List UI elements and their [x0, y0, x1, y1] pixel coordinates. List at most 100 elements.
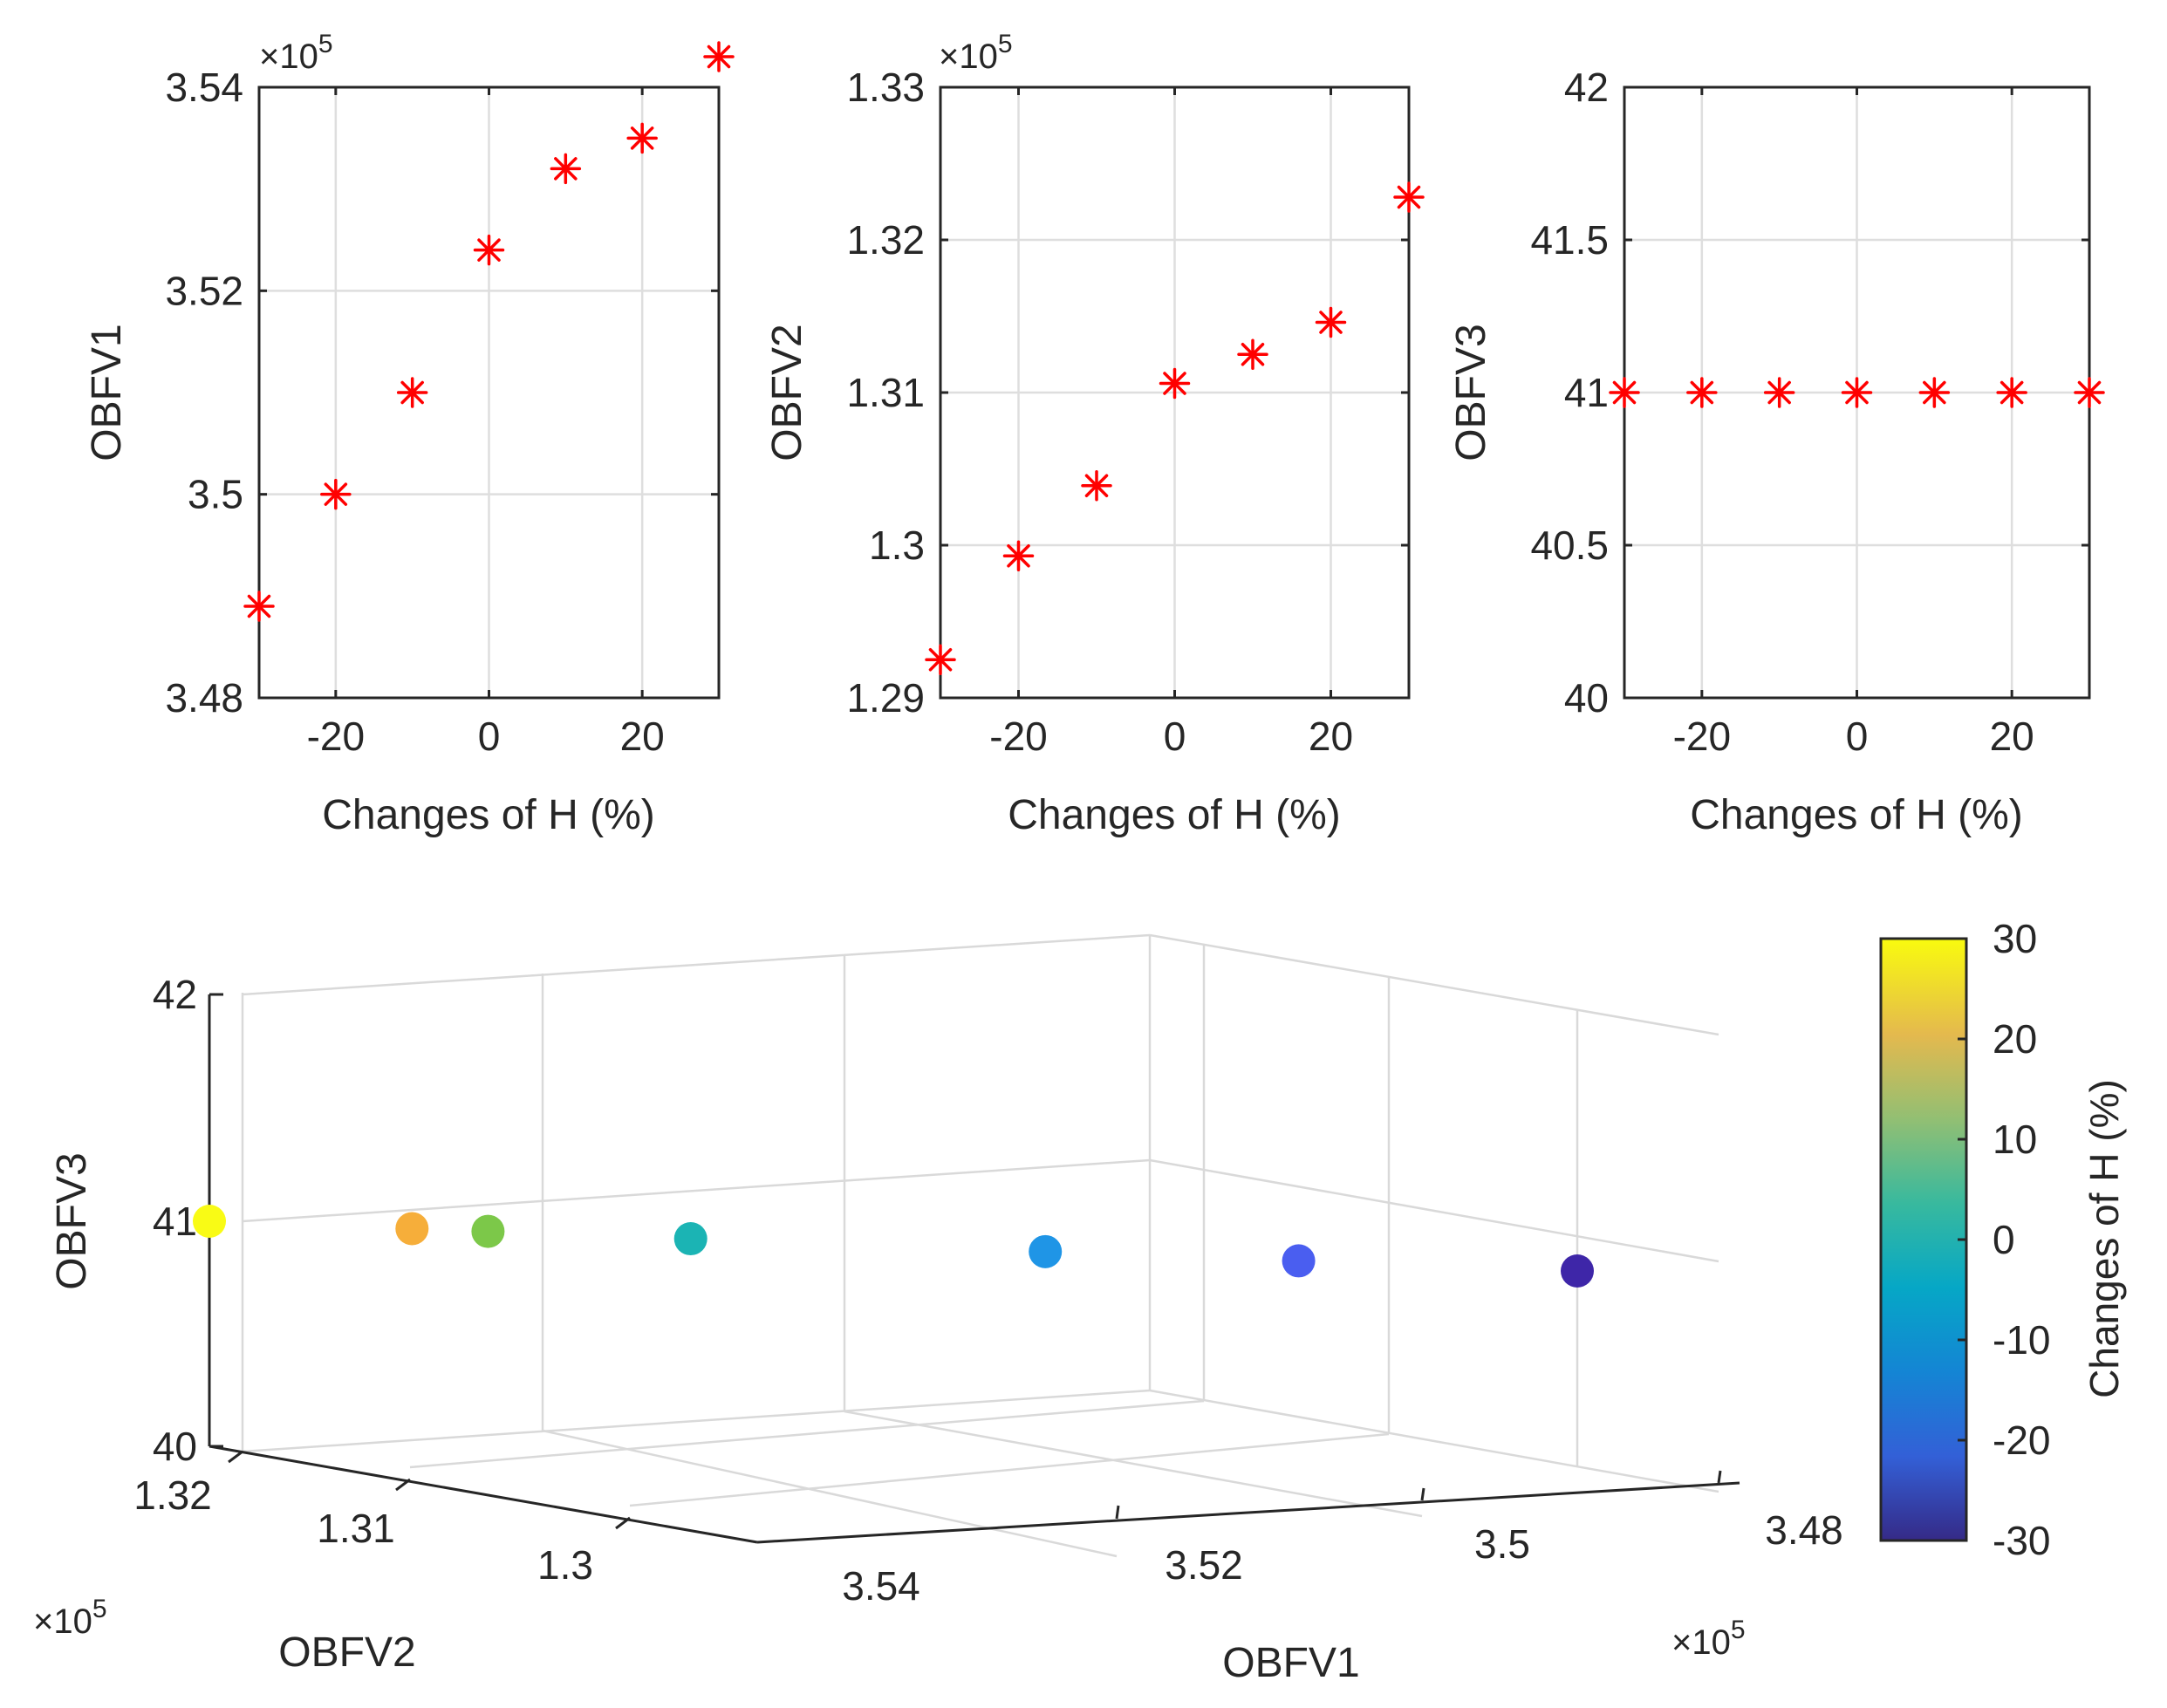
data-points-obfv1 — [243, 41, 735, 622]
data-point-3d — [193, 1205, 226, 1238]
colorbar-gradient — [1879, 937, 1968, 1542]
y-tick-label: 1.31 — [317, 1506, 395, 1551]
x-tick-label: -20 — [307, 714, 365, 759]
y-tick-label: 41.5 — [1530, 217, 1609, 263]
x-tick-label: 0 — [1846, 714, 1869, 759]
data-point-star — [925, 644, 956, 675]
y-tick-label: 1.32 — [846, 217, 925, 263]
data-point-star — [243, 591, 275, 622]
data-point-3d — [471, 1214, 505, 1248]
x-axis-label-obfv1: Changes of H (%) — [322, 792, 655, 838]
y-tick-label: 3.52 — [165, 268, 243, 313]
x-tick-labels-obfv3: -20 0 20 — [1673, 714, 2034, 759]
subplot-obfv2: 1.29 1.3 1.31 1.32 1.33 -20 0 20 ×105 Changes … — [764, 30, 1425, 838]
x-tick-labels-obfv2: -20 0 20 — [989, 714, 1353, 759]
data-point-star — [1763, 377, 1795, 408]
x-tick-label: 20 — [1309, 714, 1353, 759]
y-axis-label-obfv1: OBFV1 — [84, 324, 130, 461]
z-tick-label: 40 — [153, 1424, 197, 1469]
y-tick-label: 1.3 — [869, 523, 925, 568]
x-tick-label: 3.52 — [1165, 1542, 1243, 1588]
data-point-star — [1002, 540, 1035, 571]
y-axis-label-obfv3: OBFV3 — [1448, 324, 1494, 461]
z-tick-label: 41 — [153, 1199, 197, 1244]
data-point-star — [1393, 181, 1425, 213]
y-tick-label: 1.3 — [537, 1542, 593, 1588]
colorbar-label: Changes of H (%) — [2082, 1079, 2127, 1398]
colorbar: 30 20 10 0 -10 -20 -30 Changes of H (%) — [1879, 916, 2127, 1563]
x-axis-label-obfv2: Changes of H (%) — [1008, 792, 1341, 838]
subplot-obfv1: 3.48 3.5 3.52 3.54 -20 0 20 ×105 Changes of H… — [84, 30, 735, 838]
colorbar-ticks: 30 20 10 0 -10 -20 -30 — [1958, 916, 2050, 1563]
y-tick-label: 1.31 — [846, 370, 925, 415]
data-point-star — [320, 478, 352, 510]
y-tick-labels-obfv2: 1.29 1.3 1.31 1.32 1.33 — [846, 65, 925, 721]
colorbar-tick-label: -20 — [1993, 1418, 2050, 1463]
y-tick-label: 3.5 — [188, 472, 243, 517]
z-tick-label: 42 — [153, 972, 197, 1017]
x-tick-labels-obfv1: -20 0 20 — [307, 714, 665, 759]
y-tick-label: 42 — [1564, 65, 1609, 110]
data-point-3d — [395, 1212, 429, 1246]
y-exponent-obfv2: ×105 — [939, 30, 1013, 76]
y-tick-label: 40 — [1564, 675, 1609, 721]
data-point-3d — [1029, 1234, 1063, 1268]
x-tick-label: 3.5 — [1474, 1521, 1530, 1567]
axes-box-obfv2 — [939, 85, 1411, 700]
colorbar-tick-label: 0 — [1993, 1217, 2015, 1262]
axes-box-obfv1 — [257, 85, 721, 700]
data-point-star — [2074, 377, 2105, 408]
data-point-star — [1237, 338, 1268, 370]
subplot-3d: 42 41 40 1.32 1.31 1.3 3.54 3.52 3.5 3.4… — [33, 916, 2127, 1686]
data-point-star — [703, 41, 735, 72]
x-tick-label: 0 — [1164, 714, 1186, 759]
data-point-3d — [1561, 1254, 1594, 1288]
x-tick-labels-3d: 3.54 3.52 3.5 3.48 — [842, 1507, 1843, 1609]
axes-3d — [208, 993, 1740, 1544]
y-exponent-3d: ×105 — [33, 1595, 107, 1641]
colorbar-tick-label: -30 — [1993, 1518, 2050, 1563]
data-point-star — [1996, 377, 2027, 408]
x-tick-label: 0 — [478, 714, 501, 759]
data-point-star — [1841, 377, 1873, 408]
data-point-3d — [673, 1222, 708, 1256]
data-point-star — [1918, 377, 1951, 408]
colorbar-tick-label: 20 — [1993, 1016, 2037, 1062]
x-exponent-3d: ×105 — [1671, 1616, 1746, 1662]
data-point-star — [626, 122, 658, 154]
data-point-star — [396, 377, 428, 408]
grid-obfv1 — [259, 85, 719, 700]
x-tick-label: 3.54 — [842, 1563, 920, 1609]
x-tick-label: 20 — [620, 714, 665, 759]
y-tick-labels-obfv3: 40 40.5 41 41.5 42 — [1530, 65, 1609, 721]
y-tick-labels-obfv1: 3.48 3.5 3.52 3.54 — [165, 65, 243, 721]
y-tick-label: 1.33 — [846, 65, 925, 110]
y-tick-label: 3.54 — [165, 65, 243, 110]
z-tick-labels-3d: 42 41 40 — [153, 972, 197, 1469]
grid-3d — [241, 933, 1719, 1558]
x-axis-label-obfv3: Changes of H (%) — [1690, 792, 2023, 838]
colorbar-tick-label: 30 — [1993, 916, 2037, 961]
data-points-3d — [193, 1205, 1594, 1288]
data-point-star — [1315, 306, 1347, 338]
x-tick-label: -20 — [1673, 714, 1731, 759]
data-point-3d — [1282, 1244, 1316, 1278]
x-tick-label: 20 — [1990, 714, 2034, 759]
y-axis-label-obfv2: OBFV2 — [764, 324, 810, 461]
y-tick-label: 40.5 — [1530, 523, 1609, 568]
colorbar-tick-label: 10 — [1993, 1117, 2037, 1162]
data-points-obfv2 — [925, 181, 1425, 675]
z-axis-label-3d: OBFV3 — [49, 1152, 95, 1289]
colorbar-tick-label: -10 — [1993, 1317, 2050, 1363]
data-point-star — [550, 153, 582, 185]
x-tick-label: 3.48 — [1765, 1507, 1843, 1553]
x-tick-label: -20 — [989, 714, 1047, 759]
y-tick-label: 1.29 — [846, 675, 925, 721]
subplot-obfv3: 40 40.5 41 41.5 42 -20 0 20 Changes of H (%) O… — [1448, 65, 2105, 838]
y-tick-label: 41 — [1564, 370, 1609, 415]
y-tick-label: 1.32 — [133, 1472, 212, 1518]
data-point-star — [1081, 470, 1112, 502]
y-tick-label: 3.48 — [165, 675, 243, 721]
data-point-star — [1159, 367, 1191, 400]
x-axis-label-3d: OBFV1 — [1222, 1640, 1359, 1686]
